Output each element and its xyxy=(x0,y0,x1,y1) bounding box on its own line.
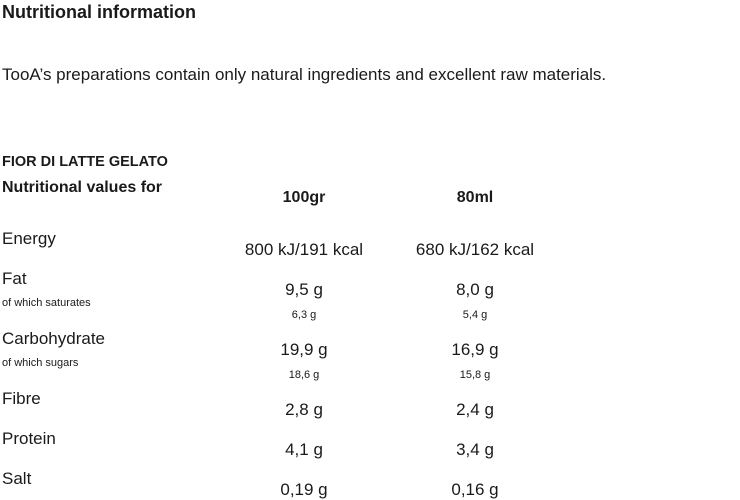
column-header: Nutritional values for xyxy=(2,179,163,196)
cell-value: 680 kJ/162 kcal xyxy=(415,240,535,259)
column-header: 100gr xyxy=(282,189,326,206)
cell-value: 0,19 g xyxy=(280,480,328,499)
row-label: Salt xyxy=(2,469,32,488)
row-label: Fat xyxy=(2,269,27,288)
cell-value: 3,4 g xyxy=(456,440,494,459)
sub-value: 15,8 g xyxy=(459,369,491,381)
row-label: Fibre xyxy=(2,389,41,408)
cell-value: 2,4 g xyxy=(456,400,494,419)
cell-value: 9,5 g xyxy=(285,280,323,299)
column-header: 80ml xyxy=(456,189,494,206)
sub-value: 18,6 g xyxy=(288,369,320,381)
cell-value: 2,8 g xyxy=(285,400,323,419)
sub-label: of which saturates xyxy=(2,297,91,309)
sub-value: 6,3 g xyxy=(291,309,317,321)
cell-value: 800 kJ/191 kcal xyxy=(244,240,364,259)
row-label: Energy xyxy=(2,229,56,248)
cell-value: 19,9 g xyxy=(280,340,328,359)
sub-value: 5,4 g xyxy=(462,309,488,321)
cell-value: 16,9 g xyxy=(451,340,499,359)
cell-value: 8,0 g xyxy=(456,280,494,299)
row-label: Protein xyxy=(2,429,56,448)
intro: TooA’s preparations contain only natural… xyxy=(2,65,607,84)
cell-value: 0,16 g xyxy=(451,480,499,499)
product-name: FIOR DI LATTE GELATO xyxy=(2,154,168,170)
row-label: Carbohydrate xyxy=(2,329,106,348)
title: Nutritional information xyxy=(2,2,196,22)
sub-label: of which sugars xyxy=(2,357,79,369)
cell-value: 4,1 g xyxy=(285,440,323,459)
